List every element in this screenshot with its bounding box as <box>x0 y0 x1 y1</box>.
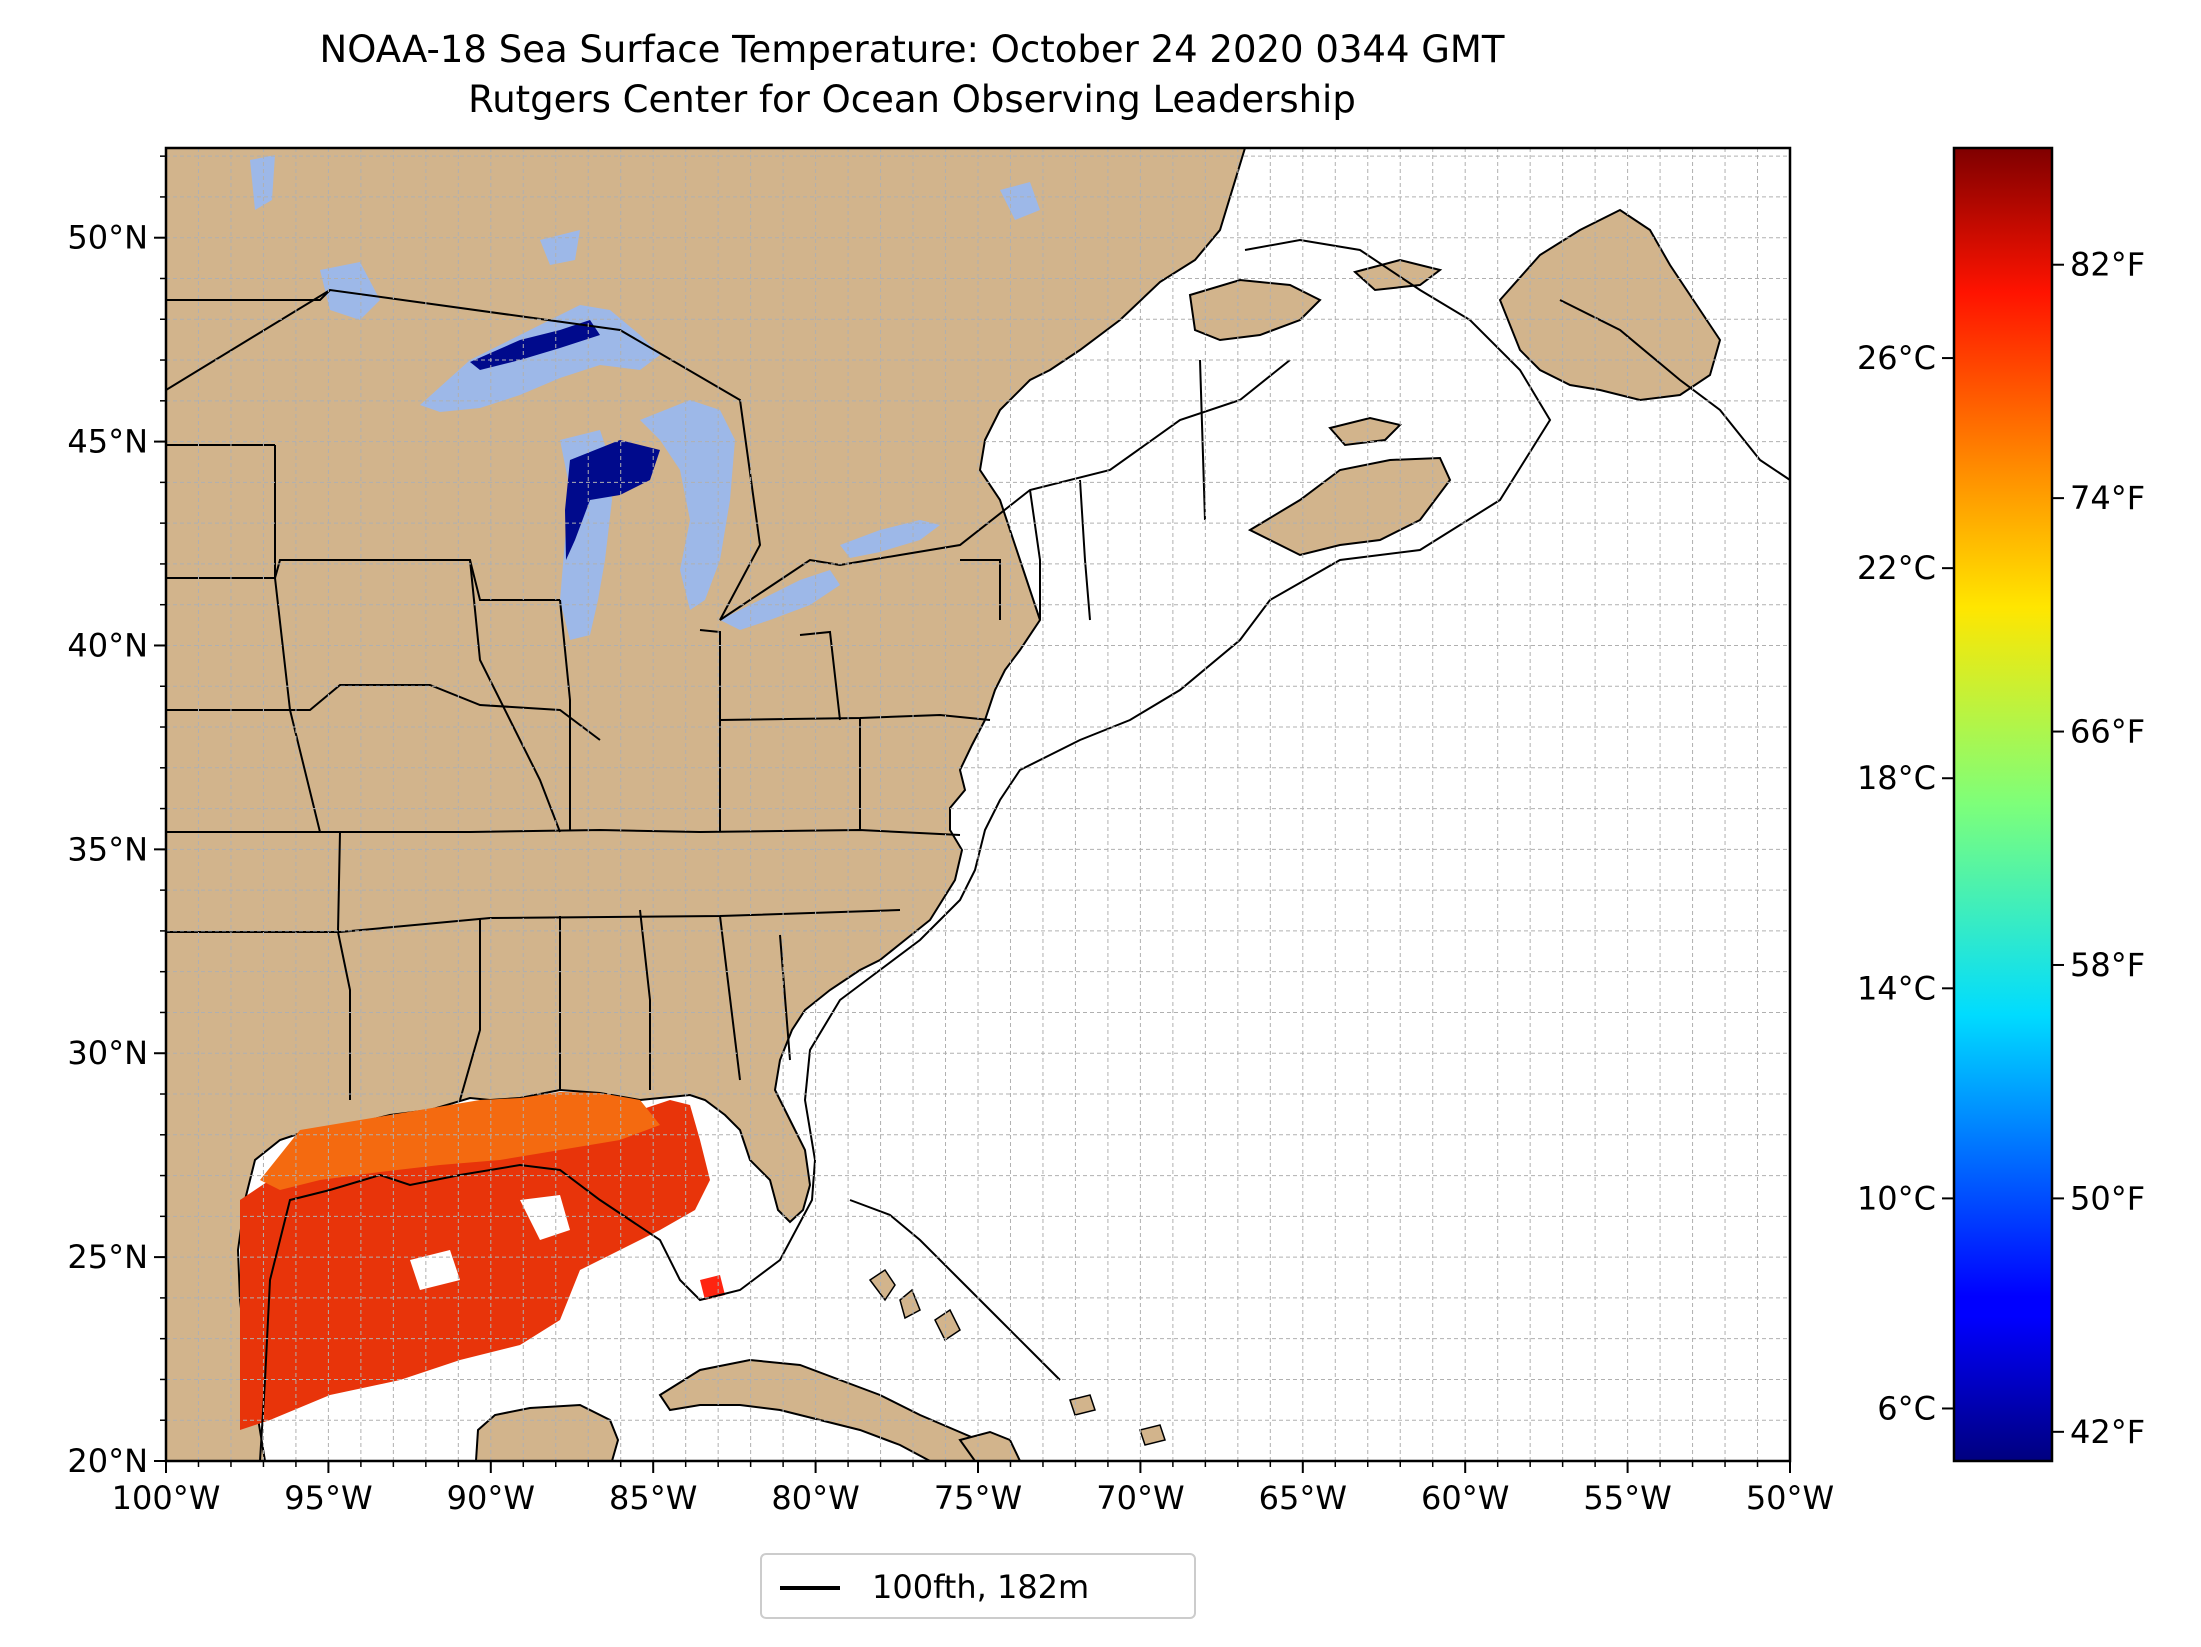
land-yucatan <box>474 1403 620 1461</box>
colorbar-celsius-label: 18°C <box>1857 759 1936 797</box>
lat-tick-label: 35°N <box>67 830 148 868</box>
lon-tick-label: 100°W <box>112 1479 221 1517</box>
lat-tick-label: 45°N <box>67 423 148 461</box>
land-cuba <box>658 1358 1007 1461</box>
bathymetry-100fth-contour <box>259 238 1790 1461</box>
colorbar <box>1952 146 2054 1463</box>
lake-sst-cold <box>470 320 660 560</box>
colorbar-fahrenheit-label: 42°F <box>2070 1413 2145 1451</box>
colorbar-celsius-label: 14°C <box>1857 969 1936 1007</box>
lat-tick-label: 50°N <box>67 219 148 257</box>
lat-tick-label: 20°N <box>67 1442 148 1480</box>
colorbar-celsius-label: 6°C <box>1877 1389 1936 1427</box>
map-title-line2: Rutgers Center for Ocean Observing Leade… <box>468 78 1356 121</box>
map-gridlines <box>166 148 1790 1461</box>
latitude-axis: 50°N 45°N 40°N 35°N 30°N 25°N 20°N <box>67 155 166 1480</box>
colorbar-celsius-label: 22°C <box>1857 549 1936 587</box>
lon-tick-label: 55°W <box>1583 1479 1671 1517</box>
land-newfoundland <box>1498 208 1722 402</box>
lon-tick-label: 75°W <box>934 1479 1022 1517</box>
lon-tick-label: 90°W <box>447 1479 535 1517</box>
land-gaspe <box>1188 278 1322 342</box>
legend-label: 100fth, 182m <box>872 1568 1090 1606</box>
land-pei <box>1328 416 1402 447</box>
colorbar-fahrenheit-label: 74°F <box>2070 479 2145 517</box>
great-lakes <box>250 155 1040 640</box>
land-hispaniola <box>958 1430 1022 1461</box>
lat-tick-label: 25°N <box>67 1238 148 1276</box>
colorbar-fahrenheit-label: 58°F <box>2070 946 2145 984</box>
colorbar-celsius-label: 26°C <box>1857 339 1936 377</box>
colorbar-fahrenheit-label: 50°F <box>2070 1179 2145 1217</box>
lat-tick-label: 30°N <box>67 1034 148 1072</box>
lon-tick-label: 50°W <box>1746 1479 1834 1517</box>
colorbar-fahrenheit-axis: 82°F 74°F 66°F 58°F 50°F 42°F <box>2052 246 2145 1451</box>
colorbar-fahrenheit-label: 66°F <box>2070 713 2145 751</box>
lon-tick-label: 65°W <box>1259 1479 1347 1517</box>
colorbar-celsius-label: 10°C <box>1857 1179 1936 1217</box>
lat-tick-label: 40°N <box>67 626 148 664</box>
legend: 100fth, 182m <box>760 1553 1196 1619</box>
colorbar-celsius-axis: 26°C 22°C 18°C 14°C 10°C 6°C <box>1857 339 1954 1427</box>
map-title-line1: NOAA-18 Sea Surface Temperature: October… <box>319 28 1505 71</box>
lon-tick-label: 85°W <box>609 1479 697 1517</box>
lon-tick-label: 80°W <box>771 1479 859 1517</box>
legend-line-swatch <box>780 1586 840 1590</box>
land-bahamas <box>868 1268 1166 1446</box>
colorbar-fahrenheit-label: 82°F <box>2070 246 2145 284</box>
state-borders <box>166 288 1291 1101</box>
lon-tick-label: 95°W <box>284 1479 372 1517</box>
longitude-axis: 100°W 95°W 90°W 85°W 80°W 75°W 70°W 65°W 60°W 55°… <box>112 1461 1834 1517</box>
lon-tick-label: 60°W <box>1421 1479 1509 1517</box>
lon-tick-label: 70°W <box>1096 1479 1184 1517</box>
